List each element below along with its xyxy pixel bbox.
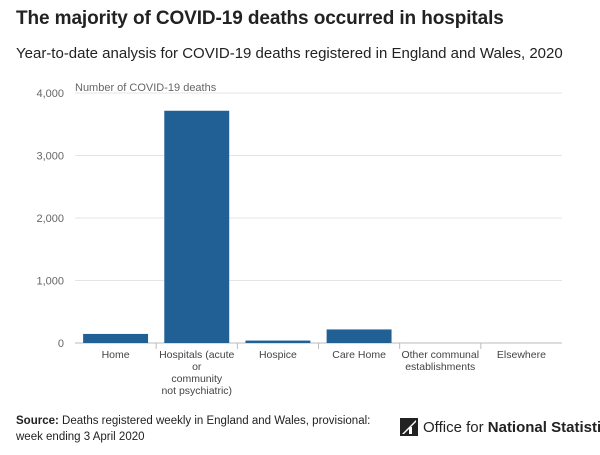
bar: [326, 329, 392, 343]
source-text: Deaths registered weekly in England and …: [16, 415, 371, 443]
y-axis-label: Number of COVID-19 deaths: [75, 82, 217, 94]
source-note: Source: Deaths registered weekly in Engl…: [16, 413, 396, 445]
ons-logo-icon: [400, 418, 418, 436]
ons-logo: Office for National Statistics: [400, 416, 600, 438]
x-tick-label: Care Home: [332, 349, 386, 361]
bar: [164, 110, 230, 343]
x-tick-label: Other communal establishments: [401, 349, 479, 373]
chart-title: The majority of COVID-19 deaths occurred…: [16, 8, 504, 29]
source-label: Source:: [16, 415, 59, 427]
bar-chart: 0 1,000 2,000 3,000 4,000 Number of COVID-19 …: [36, 82, 562, 397]
ons-logo-bold: National Statistics: [487, 418, 600, 436]
x-tick-label: Hospitals (acute or community not psychiatr…: [159, 349, 234, 397]
y-tick-label: 2,000: [36, 213, 64, 225]
y-tick-label: 1,000: [36, 276, 64, 288]
ons-logo-regular: Office for: [423, 418, 484, 436]
y-tick-label: 3,000: [36, 151, 64, 163]
bar: [245, 340, 311, 343]
x-tick-label: Elsewhere: [497, 349, 546, 361]
bar: [83, 333, 149, 343]
ons-logo-text: Office for National Statistics: [423, 419, 600, 436]
chart-subtitle: Year-to-date analysis for COVID-19 death…: [16, 45, 563, 62]
x-tick-label: Home: [102, 349, 130, 361]
y-tick-label: 4,000: [36, 88, 64, 100]
x-tick-label: Hospice: [259, 349, 297, 361]
y-tick-label: 0: [58, 338, 64, 350]
